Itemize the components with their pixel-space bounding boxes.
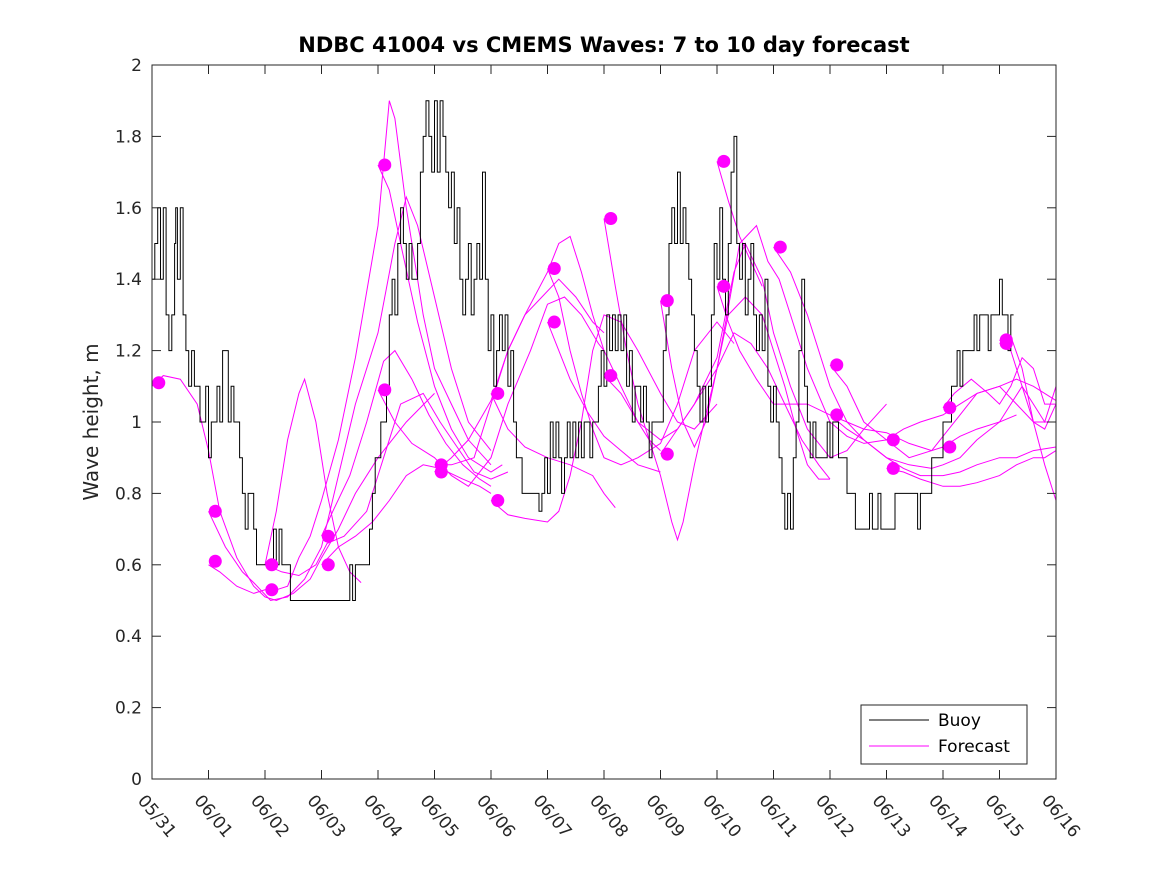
forecast-marker-22: [830, 358, 844, 372]
y-tick-label-9: 1.8: [115, 127, 142, 147]
forecast-line-8: [377, 164, 503, 473]
forecast-line-2: [208, 100, 492, 594]
legend-forecast-label: Forecast: [938, 737, 1010, 757]
forecast-line-10: [434, 235, 661, 473]
forecast-marker-2: [208, 554, 222, 568]
forecast-line-25: [886, 450, 1057, 487]
forecast-marker-11: [491, 386, 505, 400]
forecast-line-23: [829, 414, 1057, 477]
y-tick-label-6: 1.2: [115, 342, 142, 362]
y-tick-label-8: 1.6: [115, 199, 142, 219]
forecast-line-24: [886, 378, 1057, 441]
y-tick-label-4: 0.8: [115, 484, 142, 504]
chart-title: NDBC 41004 vs CMEMS Waves: 7 to 10 day f…: [298, 33, 909, 57]
y-tick-label-2: 0.4: [115, 627, 142, 647]
forecast-marker-10: [434, 465, 448, 479]
forecast-marker-16: [604, 369, 618, 383]
forecast-line-21: [773, 246, 1017, 469]
forecast-line-3: [264, 377, 362, 583]
forecast-line-17: [660, 224, 887, 449]
forecast-line-4: [264, 392, 509, 577]
plot-area: [152, 65, 1056, 779]
forecast-line-12: [490, 314, 718, 523]
forecast-line-11: [490, 393, 616, 509]
forecast-line-7: [377, 296, 605, 487]
forecast-marker-17: [660, 294, 674, 308]
forecast-marker-6: [321, 558, 335, 572]
forecast-marker-15: [604, 212, 618, 226]
forecast-line-1: [208, 195, 492, 602]
y-tick-label-7: 1.4: [115, 270, 142, 290]
forecast-marker-1: [208, 504, 222, 518]
forecast-marker-4: [265, 583, 279, 597]
forecast-marker-20: [717, 279, 731, 293]
y-axis-label: Wave height, m: [79, 343, 103, 500]
forecast-marker-7: [378, 158, 392, 172]
forecast-marker-18: [660, 447, 674, 461]
forecast-marker-27: [943, 440, 957, 454]
forecast-line-5: [321, 349, 492, 537]
forecast-marker-5: [321, 529, 335, 543]
forecast-line-18: [660, 332, 831, 480]
forecast-marker-29: [999, 336, 1013, 350]
y-tick-label-0: 0: [131, 770, 142, 790]
y-tick-label-10: 2: [131, 56, 142, 76]
forecast-marker-24: [886, 433, 900, 447]
forecast-marker-23: [830, 408, 844, 422]
forecast-marker-3: [265, 558, 279, 572]
forecast-marker-26: [943, 401, 957, 415]
legend-box: [860, 704, 1028, 765]
forecast-marker-0: [152, 376, 166, 390]
forecast-marker-14: [547, 315, 561, 329]
forecast-marker-21: [773, 240, 787, 254]
y-tick-label-1: 0.2: [115, 699, 142, 719]
forecast-line-14: [547, 321, 661, 473]
legend-buoy-label: Buoy: [938, 711, 981, 731]
buoy-line: [152, 100, 1014, 601]
forecast-marker-8: [378, 383, 392, 397]
forecast-marker-12: [491, 494, 505, 508]
forecast-line-6: [321, 464, 492, 566]
forecast-line-0: [151, 375, 435, 602]
y-tick-label-3: 0.6: [115, 556, 142, 576]
forecast-line-27: [942, 385, 1057, 448]
forecast-line-19: [716, 161, 763, 287]
data-layer: [151, 100, 1057, 602]
forecast-line-20: [716, 286, 944, 452]
legend: Buoy Forecast: [860, 704, 1028, 765]
forecast-marker-19: [717, 154, 731, 168]
forecast-marker-13: [547, 261, 561, 275]
forecast-marker-25: [886, 461, 900, 475]
y-tick-label-5: 1: [131, 413, 142, 433]
